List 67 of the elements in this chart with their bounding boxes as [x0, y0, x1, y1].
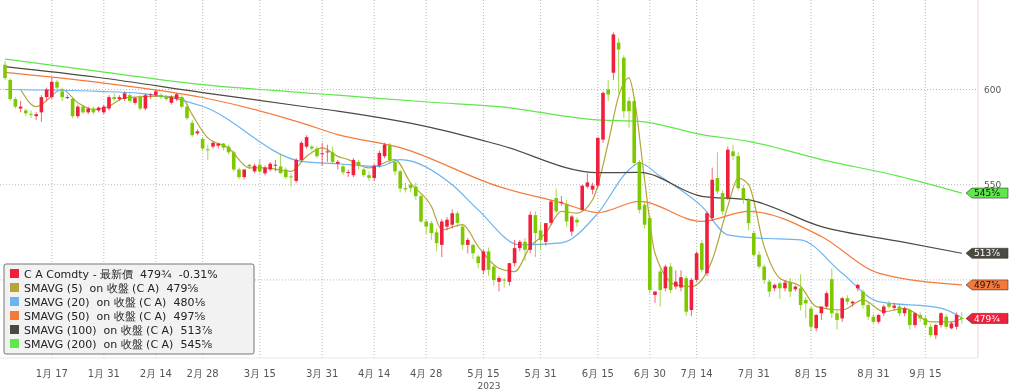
x-tick-label: 8月 31	[857, 368, 890, 379]
text: 497⅝	[974, 280, 1001, 291]
candlestick	[570, 214, 574, 237]
x-tick-label: 7月 31	[737, 368, 770, 379]
candlestick	[8, 77, 12, 102]
candlestick	[752, 229, 756, 258]
legend-label: SMAVG (100) on 收盤 (C A) 513⅞	[24, 323, 213, 337]
candlestick	[3, 60, 7, 81]
line-series	[4, 66, 963, 254]
x-tick-label: 6月 15	[581, 368, 614, 379]
y-tick-label: 600	[984, 84, 1002, 95]
x-tick-label: 2月 14	[139, 368, 172, 379]
x-tick-label: 5月 15	[467, 368, 500, 379]
candlestick	[471, 243, 475, 260]
candlestick	[861, 288, 865, 309]
candlestick	[804, 296, 808, 319]
candlestick	[341, 163, 345, 176]
candlestick	[554, 188, 558, 214]
x-tick-label: 6月 30	[633, 368, 666, 379]
legend-label: SMAVG (50) on 收盤 (C A) 497⅝	[24, 309, 206, 323]
text: 513⅞	[974, 248, 1001, 259]
candlestick	[783, 279, 787, 292]
text: 545⅝	[974, 188, 1001, 199]
line-series	[4, 58, 963, 194]
candlestick	[497, 275, 501, 292]
x-tick-label: 1月 17	[35, 368, 68, 379]
candlestick	[29, 109, 33, 119]
candlestick	[523, 237, 527, 262]
legend-label: C A Comdty - 最新價 479¾ -0.31%	[24, 267, 218, 281]
x-tick-label: 8月 15	[794, 368, 828, 379]
candlestick	[294, 157, 298, 184]
candlestick	[658, 268, 662, 308]
x-tick-label: 3月 15	[243, 368, 276, 379]
x-tick-label: 5月 31	[524, 368, 557, 379]
text: 479¾	[974, 313, 1001, 324]
candlestick	[502, 277, 506, 289]
x-tick-label: 3月 31	[306, 368, 339, 379]
candlestick	[549, 199, 553, 226]
x-axis-title: 2023	[477, 381, 501, 391]
candlestick	[320, 142, 324, 167]
candlestick	[232, 149, 236, 172]
x-tick-label: 7月 14	[680, 368, 713, 379]
legend-label: SMAVG (20) on 收盤 (C A) 480⅛	[24, 295, 206, 309]
legend-label: SMAVG (5) on 收盤 (C A) 479⅝	[24, 281, 199, 295]
candlestick	[206, 144, 210, 161]
candlestick	[492, 264, 496, 287]
y-tick-label: 550	[984, 179, 1002, 190]
candlestick	[960, 311, 964, 325]
candlestick	[835, 309, 839, 330]
candlestick	[50, 77, 54, 100]
x-tick-label: 1月 31	[87, 368, 120, 379]
candlestick	[731, 144, 735, 161]
candlestick	[367, 170, 371, 182]
candlestick	[388, 142, 392, 165]
candlestick	[398, 168, 402, 193]
x-tick-label: 4月 28	[410, 368, 443, 379]
candlestick	[840, 296, 844, 323]
legend-label: SMAVG (200) on 收盤 (C A) 545⅝	[24, 337, 213, 351]
candlestick	[788, 277, 792, 298]
candlestick	[809, 306, 813, 332]
candlestick	[908, 307, 912, 330]
candlestick	[159, 92, 163, 100]
x-tick-label: 9月 15	[909, 368, 942, 379]
candlestick	[653, 290, 657, 304]
x-tick-label: 2月 28	[186, 368, 219, 379]
candlestick	[762, 264, 766, 285]
x-tick-label: 4月 14	[358, 368, 391, 379]
